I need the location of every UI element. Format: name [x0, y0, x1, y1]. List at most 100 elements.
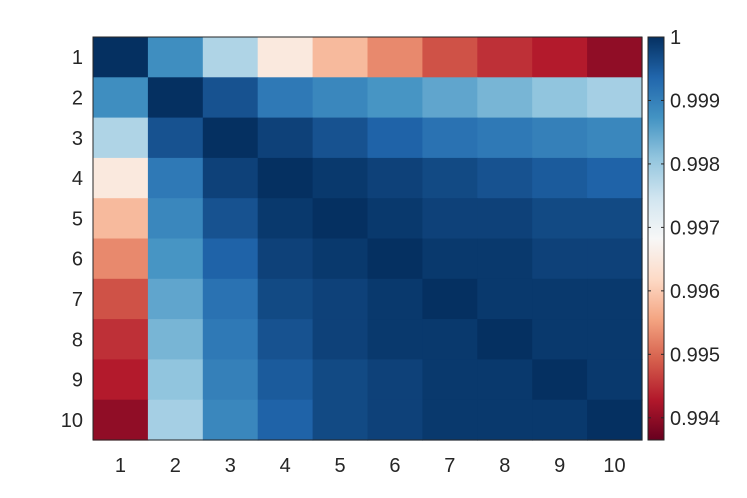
y-tick-label-7: 7 [72, 289, 83, 311]
heatmap-cell-r1-c7 [422, 37, 478, 78]
heatmap-cell-r7-c2 [147, 278, 204, 320]
heatmap-cell-r2-c5 [312, 77, 369, 119]
heatmap-cell-r5-c3 [202, 198, 259, 240]
heatmap-cell-r9-c4 [257, 359, 314, 401]
heatmap-cell-r9-c8 [477, 359, 533, 401]
heatmap-cell-r10-c5 [312, 399, 369, 441]
heatmap-cell-r6-c6 [367, 238, 423, 280]
colorbar-frame [647, 36, 665, 441]
heatmap-cell-r6-c7 [422, 238, 478, 280]
x-tick-label-5: 5 [334, 455, 345, 477]
heatmap-cell-r4-c5 [312, 157, 369, 199]
heatmap-cell-r10-c10 [587, 399, 643, 441]
heatmap-cell-r9-c5 [312, 359, 369, 401]
heatmap-cell-r7-c6 [367, 278, 423, 320]
heatmap-cell-r8-c7 [422, 319, 478, 360]
heatmap-cell-r2-c3 [202, 77, 259, 119]
heatmap-cell-r8-c8 [477, 319, 533, 360]
colorbar-tick-label: 1 [670, 27, 681, 49]
colorbar-tick-label: 0.995 [670, 344, 720, 366]
heatmap-cell-r5-c1 [93, 198, 149, 240]
heatmap-cell-r3-c10 [587, 117, 643, 159]
heatmap-cell-r6-c3 [202, 238, 259, 280]
heatmap-cell-r5-c8 [477, 198, 533, 240]
heatmap-cell-r3-c4 [257, 117, 314, 159]
heatmap-cell-r9-c6 [367, 359, 423, 401]
heatmap-cell-r9-c1 [93, 359, 149, 401]
heatmap-cell-r9-c2 [147, 359, 204, 401]
heatmap-cell-r2-c2 [147, 77, 204, 119]
heatmap-cell-r9-c9 [532, 359, 588, 401]
heatmap-cell-r5-c6 [367, 198, 423, 240]
heatmap-cell-r4-c9 [532, 157, 588, 199]
x-tick-label-1: 1 [115, 455, 126, 477]
heatmap-cell-r2-c6 [367, 77, 423, 119]
y-tick-label-6: 6 [72, 249, 83, 271]
y-tick-label-3: 3 [72, 128, 83, 150]
heatmap-cell-r8-c1 [93, 319, 149, 360]
heatmap-cell-r7-c10 [587, 278, 643, 320]
heatmap-cell-r2-c7 [422, 77, 478, 119]
heatmap-cell-r7-c4 [257, 278, 314, 320]
y-tick-label-9: 9 [72, 370, 83, 392]
heatmap-cell-r7-c3 [202, 278, 259, 320]
heatmap-cell-r2-c9 [532, 77, 588, 119]
heatmap-cell-r4-c1 [93, 157, 149, 199]
heatmap-cell-r3-c6 [367, 117, 423, 159]
colorbar-tick-label: 0.994 [670, 408, 720, 430]
x-tick-label-7: 7 [444, 455, 455, 477]
colorbar-ticks: 1 0.999 0.998 0.997 0.996 0.995 0.994 [648, 27, 720, 430]
heatmap-cell-r10-c2 [147, 399, 204, 441]
heatmap-cell-r5-c10 [587, 198, 643, 240]
heatmap-cell-r7-c8 [477, 278, 533, 320]
heatmap-cell-r8-c10 [587, 319, 643, 360]
heatmap-cell-r6-c2 [147, 238, 204, 280]
heatmap-cell-r7-c5 [312, 278, 369, 320]
heatmap-cell-r6-c8 [477, 238, 533, 280]
heatmap-cell-r9-c10 [587, 359, 643, 401]
plot-frame [92, 36, 643, 441]
heatmap-cell-r8-c2 [147, 319, 204, 360]
heatmap-cell-r7-c1 [93, 278, 149, 320]
colorbar-tick-label: 0.996 [670, 281, 720, 303]
heatmap-cell-r2-c10 [587, 77, 643, 119]
x-tick-label-10: 10 [603, 455, 625, 477]
heatmap-cell-r10-c1 [93, 399, 149, 441]
heatmap-cell-r2-c8 [477, 77, 533, 119]
heatmap-cell-r6-c4 [257, 238, 314, 280]
colorbar-tick-label: 0.997 [670, 217, 720, 239]
colorbar-tick-label: 0.998 [670, 154, 720, 176]
heatmap-cell-r10-c7 [422, 399, 478, 441]
heatmap-cell-r7-c9 [532, 278, 588, 320]
x-axis-tick-labels: 1 2 3 4 5 6 7 8 9 10 [115, 455, 626, 477]
heatmap-cell-r4-c7 [422, 157, 478, 199]
heatmap-cell-r8-c3 [202, 319, 259, 360]
heatmap-cell-r8-c6 [367, 319, 423, 360]
x-tick-label-6: 6 [389, 455, 400, 477]
heatmap-cell-r10-c6 [367, 399, 423, 441]
heatmap-cell-r3-c2 [147, 117, 204, 159]
heatmap-cell-r7-c7 [422, 278, 478, 320]
heatmap-cell-r8-c9 [532, 319, 588, 360]
heatmap-cell-r10-c3 [202, 399, 259, 441]
heatmap-cell-r5-c2 [147, 198, 204, 240]
y-tick-label-1: 1 [72, 47, 83, 69]
heatmap-cell-r1-c3 [202, 37, 259, 78]
heatmap-cell-r3-c8 [477, 117, 533, 159]
x-tick-label-9: 9 [554, 455, 565, 477]
heatmap-cell-r3-c9 [532, 117, 588, 159]
heatmap-cell-r1-c2 [147, 37, 204, 78]
heatmap-cell-r1-c6 [367, 37, 423, 78]
y-tick-label-2: 2 [72, 87, 83, 109]
heatmap-cell-r6-c10 [587, 238, 643, 280]
heatmap-cell-r2-c1 [93, 77, 149, 119]
y-axis-tick-labels: 1 2 3 4 5 6 7 8 9 10 [61, 47, 83, 432]
heatmap-cell-r8-c5 [312, 319, 369, 360]
heatmap-cell-r4-c3 [202, 157, 259, 199]
y-tick-label-10: 10 [61, 410, 83, 432]
heatmap-cell-r2-c4 [257, 77, 314, 119]
heatmap-cell-r3-c3 [202, 117, 259, 159]
heatmap-cell-r5-c9 [532, 198, 588, 240]
heatmap-cell-r1-c8 [477, 37, 533, 78]
